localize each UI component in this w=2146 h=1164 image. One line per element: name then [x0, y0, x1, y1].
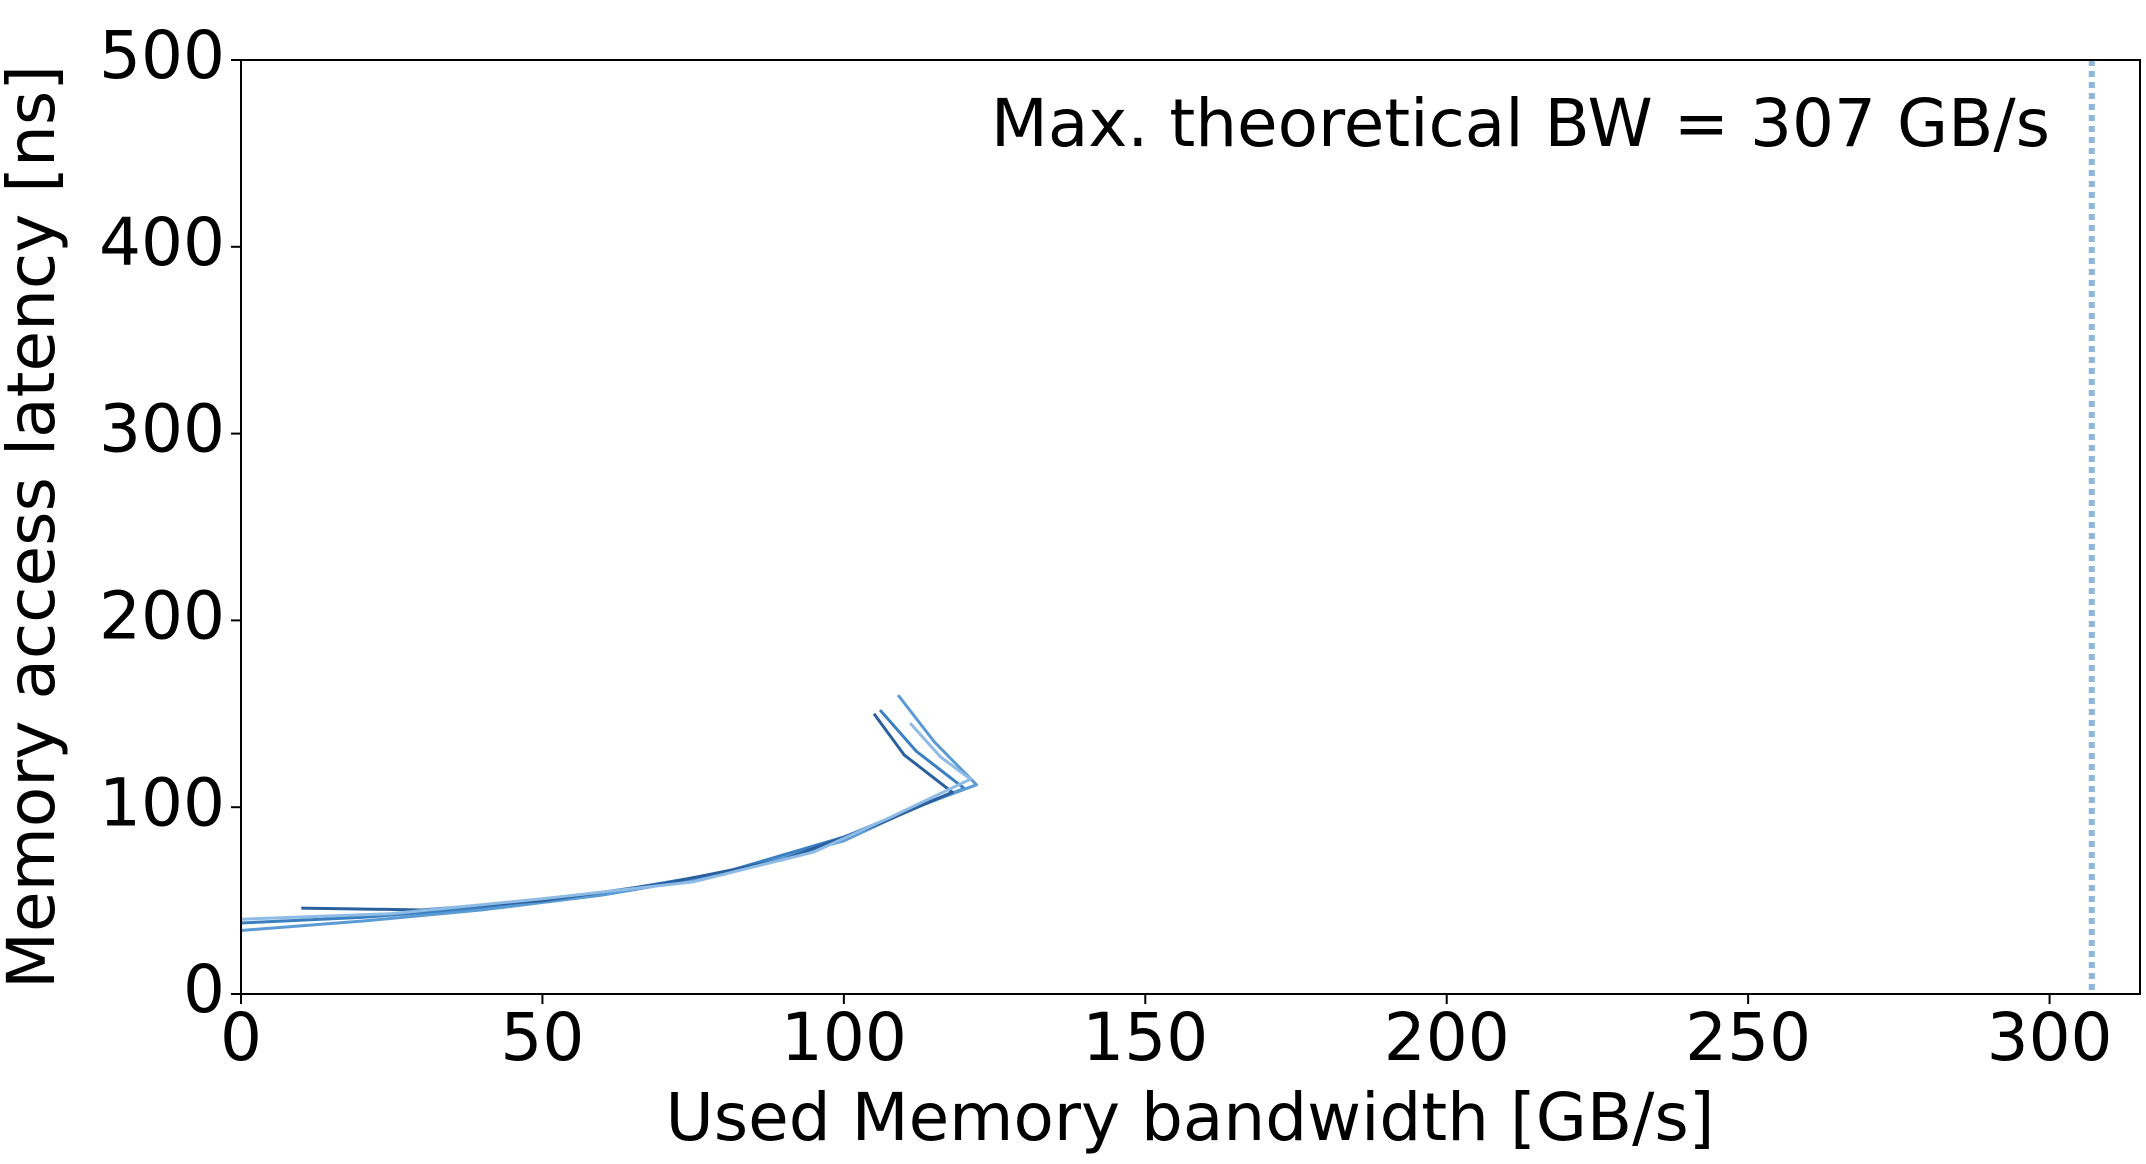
y-tick-label: 200	[99, 577, 225, 654]
x-tick-label: 300	[1987, 999, 2113, 1076]
x-tick-label: 0	[220, 999, 262, 1076]
x-axis-label: Used Memory bandwidth [GB/s]	[665, 1079, 1714, 1156]
y-tick-label: 0	[183, 951, 225, 1028]
y-tick-label: 100	[99, 764, 225, 841]
x-tick-label: 50	[500, 999, 584, 1076]
x-tick-label: 150	[1082, 999, 1208, 1076]
x-tick-label: 200	[1384, 999, 1510, 1076]
latency-curve	[301, 712, 954, 912]
y-tick-label: 500	[99, 17, 225, 94]
latency-curve	[240, 694, 978, 932]
y-axis-label: Memory access latency [ns]	[0, 65, 70, 989]
latency-curve	[240, 722, 972, 921]
plot-frame	[240, 59, 2141, 995]
x-tick-label: 250	[1685, 999, 1811, 1076]
x-tick-label: 100	[781, 999, 907, 1076]
y-tick-label: 400	[99, 204, 225, 281]
latency-curve	[240, 709, 966, 925]
annotation: Max. theoretical BW = 307 GB/s	[991, 85, 2050, 162]
y-tick-label: 300	[99, 391, 225, 468]
